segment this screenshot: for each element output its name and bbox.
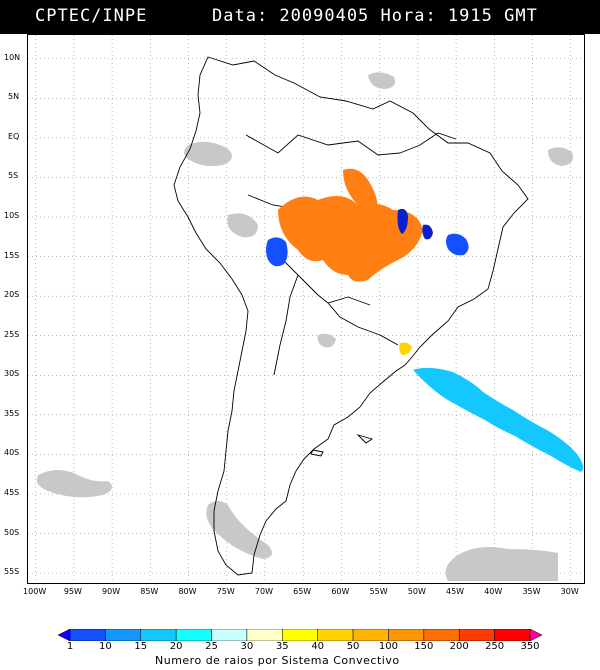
colorbar-segment	[140, 629, 177, 641]
lightning-system-orange	[343, 168, 378, 212]
lightning-system-darkblue	[422, 224, 433, 240]
lon-tick-label: 60W	[331, 587, 350, 596]
header-date-time: Data: 20090405 Hora: 1915 GMT	[212, 6, 538, 26]
lat-tick-label: 5N	[8, 92, 20, 102]
colorbar-segment	[458, 629, 495, 641]
cloud-patch	[368, 72, 395, 89]
map-grid	[28, 35, 584, 583]
lat-tick-label: 50S	[4, 527, 20, 537]
colorbar-segment	[58, 629, 71, 641]
lightning-system-blue	[446, 233, 469, 256]
lon-tick-label: 65W	[293, 587, 312, 596]
lightning-system-orange	[278, 196, 423, 282]
lon-tick-label: 90W	[102, 587, 121, 596]
lat-tick-label: 40S	[4, 448, 20, 458]
lon-tick-label: 70W	[254, 587, 273, 596]
colorbar-tick-label: 35	[275, 641, 289, 652]
lat-tick-label: 45S	[4, 487, 20, 497]
lightning-system-darkblue	[397, 208, 408, 234]
colorbar-segment	[105, 629, 142, 641]
colorbar-segment	[423, 629, 460, 641]
lon-tick-label: 50W	[407, 587, 426, 596]
lat-tick-label: 35S	[4, 408, 20, 418]
cloud-patch	[227, 213, 258, 238]
lat-tick-label: 30S	[4, 369, 20, 379]
cloud-patch	[548, 147, 573, 166]
colorbar-tick-label: 50	[346, 641, 360, 652]
colorbar-tick-label: 200	[449, 641, 469, 652]
colorbar-segment	[246, 629, 283, 641]
colorbar-segment	[388, 629, 425, 641]
lon-tick-label: 75W	[216, 587, 235, 596]
colorbar-tick-label: 10	[99, 641, 112, 652]
colorbar-tick-label: 40	[311, 641, 325, 652]
cloud-patch	[317, 333, 336, 348]
lon-tick-label: 30W	[560, 587, 579, 596]
lat-tick-label: EQ	[8, 131, 20, 141]
map-canvas	[28, 35, 584, 583]
colorbar-tick-label: 100	[378, 641, 398, 652]
map-frame	[27, 34, 585, 584]
colorbar-segment	[317, 629, 354, 641]
lon-tick-label: 85W	[140, 587, 159, 596]
lightning-system-cyan	[413, 367, 584, 472]
south-america-coast	[173, 56, 529, 576]
colorbar-segment	[211, 629, 248, 641]
lon-tick-label: 35W	[522, 587, 541, 596]
lightning-system-blue	[266, 237, 288, 267]
lat-tick-label: 10N	[4, 52, 21, 62]
lon-tick-label: 80W	[178, 587, 197, 596]
lat-tick-label: 5S	[8, 171, 19, 181]
cloud-layer	[36, 72, 573, 581]
lightning-system-yellow	[399, 342, 412, 355]
colorbar-tick-label: 30	[240, 641, 254, 652]
colorbar-tick-label: 20	[169, 641, 183, 652]
colorbar-segment	[69, 629, 106, 641]
colorbar-segment	[175, 629, 212, 641]
lon-tick-label: 95W	[63, 587, 82, 596]
coastline-layer	[173, 56, 529, 576]
colorbar-tick-label: 250	[485, 641, 505, 652]
lon-tick-label: 100W	[23, 587, 47, 596]
cloud-patch	[445, 547, 558, 581]
header-source: CPTEC/INPE	[35, 6, 148, 26]
colorbar-tick-label: 25	[205, 641, 218, 652]
colorbar-tick-label: 350	[520, 641, 540, 652]
lat-tick-label: 15S	[4, 250, 20, 260]
colorbar-tick-label: 150	[414, 641, 434, 652]
lon-tick-label: 55W	[369, 587, 388, 596]
colorbar-segment	[529, 629, 542, 641]
colorbar-tick-label: 15	[134, 641, 148, 652]
cloud-patch	[184, 141, 232, 167]
lat-tick-label: 55S	[4, 567, 20, 577]
lon-tick-label: 45W	[446, 587, 465, 596]
colorbar-segment	[282, 629, 318, 641]
colorbar	[58, 629, 542, 641]
lat-tick-label: 20S	[4, 290, 20, 300]
lat-tick-label: 10S	[4, 211, 20, 220]
colorbar-title: Numero de raios por Sistema Convectivo	[155, 654, 400, 667]
colorbar-segment	[494, 629, 531, 641]
cloud-patch	[206, 501, 272, 559]
convective-systems	[266, 168, 584, 472]
lon-tick-label: 40W	[484, 587, 503, 596]
map-header: CPTEC/INPE Data: 20090405 Hora: 1915 GMT	[0, 0, 600, 34]
colorbar-tick-label: 1	[66, 641, 74, 652]
colorbar-segment	[352, 629, 389, 641]
lat-tick-label: 25S	[4, 329, 20, 339]
cloud-patch	[36, 470, 112, 498]
lakes	[310, 434, 374, 457]
